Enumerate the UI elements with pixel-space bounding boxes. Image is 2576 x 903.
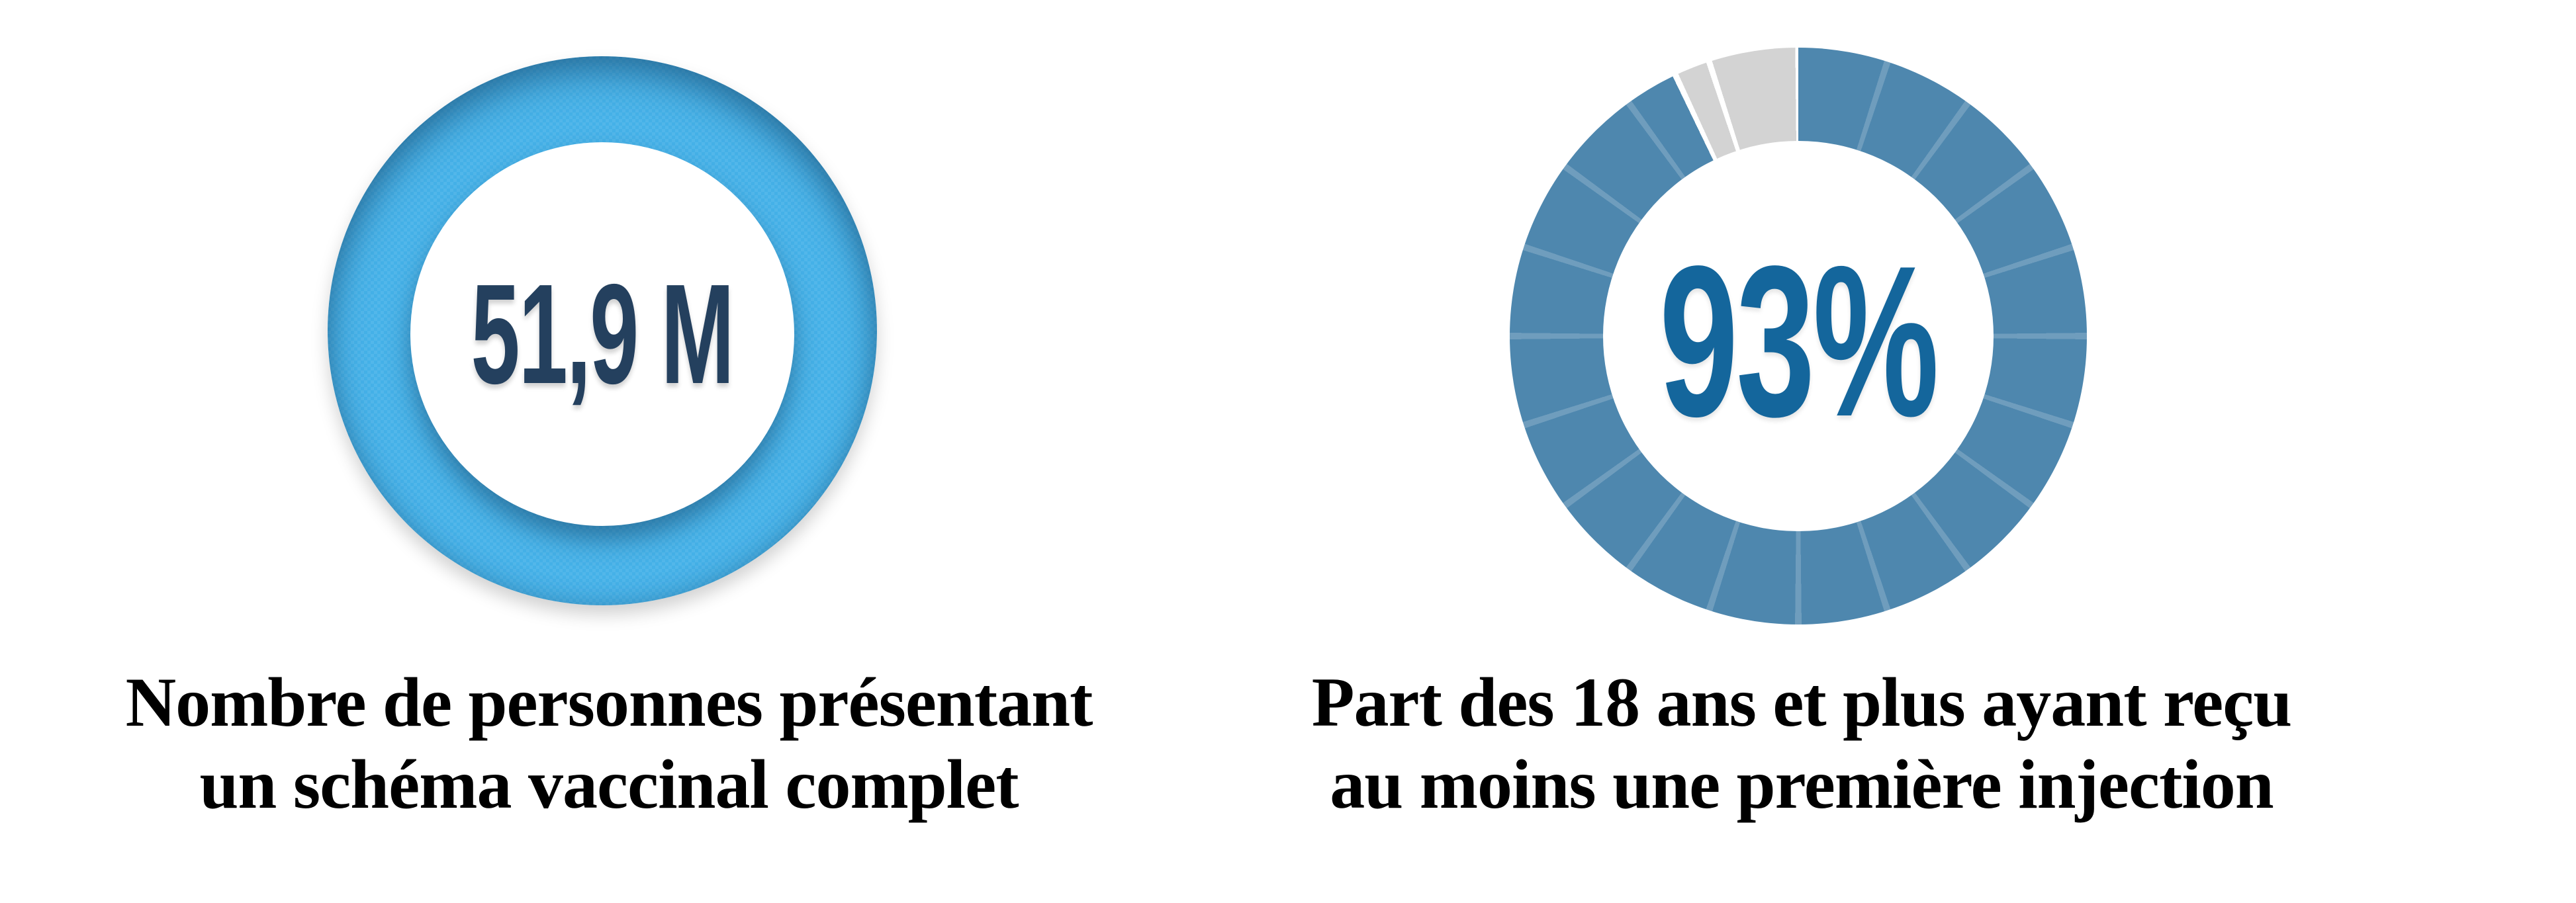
- right-caption-line1: Part des 18 ans et plus ayant reçu: [1311, 664, 2292, 741]
- left-caption-line1: Nombre de personnes présentant: [125, 664, 1093, 741]
- right-value-text: 93%: [1659, 221, 1939, 461]
- right-value-label: 93%: [1603, 146, 1994, 537]
- left-caption-line2: un schéma vaccinal complet: [199, 746, 1019, 823]
- right-caption-line2: au moins une première injection: [1330, 746, 2274, 823]
- left-value-label: 51,9 M: [410, 142, 794, 526]
- right-caption: Part des 18 ans et plus ayant reçu au mo…: [1239, 662, 2364, 826]
- left-value-text: 51,9 M: [471, 254, 735, 413]
- left-ring-hole: [410, 142, 794, 526]
- right-donut-hole: [1603, 141, 1994, 531]
- left-caption: Nombre de personnes présentant un schéma…: [46, 662, 1172, 826]
